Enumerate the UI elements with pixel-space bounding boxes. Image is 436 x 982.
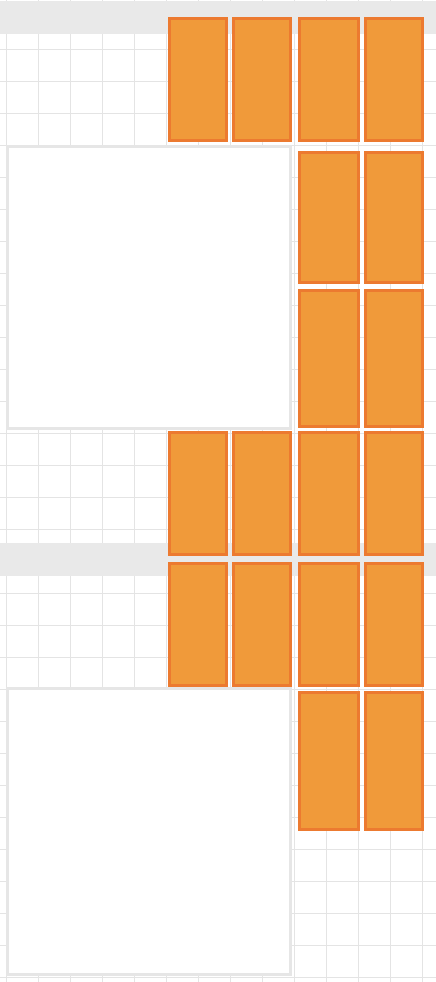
orange-tile [298,17,360,142]
orange-tile [232,17,292,142]
orange-tile [298,562,360,687]
empty-panel [6,145,292,430]
orange-tile [168,17,228,142]
orange-tile [298,691,360,831]
orange-tile [298,151,360,284]
empty-panel [6,687,292,976]
orange-tile [364,431,424,556]
orange-tile [364,17,424,142]
orange-tile [168,562,228,687]
orange-tile [168,431,228,556]
orange-tile [364,691,424,831]
orange-tile [298,289,360,428]
orange-tile [364,562,424,687]
orange-tile [232,431,292,556]
orange-tile [364,289,424,428]
orange-tile [364,151,424,284]
orange-tile [232,562,292,687]
orange-tile [298,431,360,556]
